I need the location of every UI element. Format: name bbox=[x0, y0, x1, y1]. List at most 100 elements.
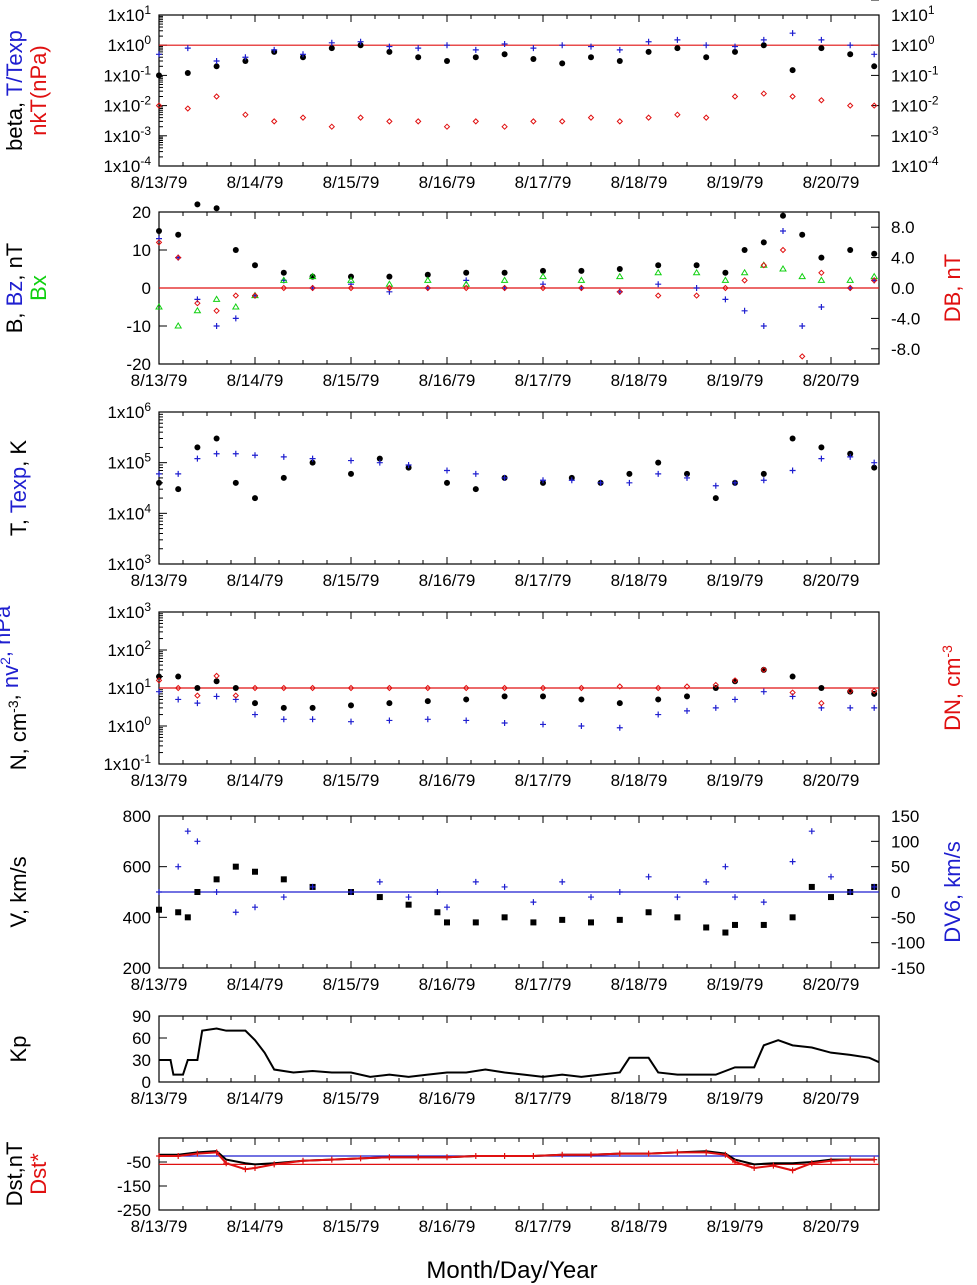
data-point bbox=[578, 723, 585, 729]
series bbox=[156, 828, 878, 916]
y-right-axis-label: DN, cm-3 bbox=[939, 645, 965, 731]
data-point bbox=[156, 479, 162, 486]
data-point bbox=[871, 1156, 878, 1163]
data-point bbox=[818, 97, 825, 104]
data-point bbox=[616, 46, 623, 53]
data-point bbox=[501, 284, 508, 292]
y-axis-label: T, Texp, K bbox=[6, 440, 31, 537]
data-point bbox=[232, 685, 239, 691]
x-tick-label: 8/17/79 bbox=[515, 771, 572, 790]
data-point bbox=[280, 716, 287, 723]
x-tick-label: 8/18/79 bbox=[611, 1089, 668, 1108]
y-tick-label: 60 bbox=[132, 1029, 151, 1048]
data-point bbox=[818, 455, 825, 462]
data-point bbox=[559, 916, 566, 923]
x-tick-label: 8/16/79 bbox=[419, 771, 476, 790]
data-point bbox=[751, 1165, 758, 1171]
x-tick-label: 8/19/79 bbox=[707, 1089, 764, 1108]
x-tick-label: 8/14/79 bbox=[227, 371, 284, 390]
data-point bbox=[722, 284, 729, 292]
data-point bbox=[568, 477, 575, 484]
series bbox=[156, 201, 878, 280]
data-point bbox=[732, 43, 738, 50]
data-point bbox=[740, 268, 749, 276]
data-point bbox=[501, 1153, 508, 1159]
data-point bbox=[175, 673, 182, 680]
data-point bbox=[732, 921, 738, 928]
data-point bbox=[213, 307, 220, 315]
x-tick-label: 8/20/79 bbox=[803, 975, 860, 994]
data-point bbox=[156, 470, 162, 477]
data-point bbox=[252, 868, 258, 875]
data-point bbox=[155, 303, 163, 310]
data-point bbox=[847, 889, 854, 895]
x-tick-label: 8/14/79 bbox=[227, 771, 284, 790]
panel-v: 8/13/79 8/14/79 8/15/79 8/16/79 8/17/79 8/18/… bbox=[6, 807, 965, 994]
y-right-tick-label: 4.0 bbox=[891, 249, 915, 268]
data-point bbox=[213, 435, 220, 442]
data-point bbox=[175, 231, 182, 238]
data-point bbox=[530, 899, 537, 906]
y-tick-label: -250 bbox=[117, 1201, 151, 1220]
data-point bbox=[818, 304, 825, 310]
x-tick-label: 8/13/79 bbox=[131, 571, 188, 590]
data-point bbox=[174, 684, 182, 692]
data-point bbox=[588, 894, 594, 901]
y-right-tick-label: 50 bbox=[891, 858, 910, 877]
data-point bbox=[156, 673, 162, 680]
data-point bbox=[424, 698, 431, 705]
data-point bbox=[540, 693, 546, 700]
data-point bbox=[674, 36, 681, 43]
data-point bbox=[232, 692, 240, 699]
data-point bbox=[655, 459, 662, 466]
data-point bbox=[846, 284, 854, 292]
x-tick-label: 8/20/79 bbox=[803, 1089, 860, 1108]
data-point bbox=[732, 894, 738, 901]
data-point bbox=[779, 265, 787, 272]
data-point bbox=[308, 272, 317, 280]
data-point bbox=[674, 1149, 681, 1156]
x-tick-label: 8/20/79 bbox=[803, 173, 860, 192]
data-point bbox=[376, 459, 383, 466]
x-tick-label: 8/19/79 bbox=[707, 1217, 764, 1236]
data-point bbox=[271, 1161, 278, 1168]
data-point bbox=[703, 924, 710, 931]
data-point bbox=[242, 54, 249, 61]
data-point bbox=[194, 1150, 201, 1157]
data-point bbox=[405, 461, 412, 468]
data-point bbox=[357, 114, 364, 121]
data-point bbox=[444, 1154, 450, 1161]
data-point bbox=[588, 43, 594, 50]
panel-beta: 8/13/79 8/14/79 8/15/79 8/16/79 8/17/79 8/18/… bbox=[2, 3, 939, 192]
data-point bbox=[232, 479, 239, 486]
data-point bbox=[472, 919, 479, 926]
data-point bbox=[194, 889, 201, 895]
data-point bbox=[578, 284, 585, 292]
data-point bbox=[871, 63, 878, 70]
y-tick-label: 1x10-1 bbox=[103, 63, 151, 85]
data-point bbox=[347, 276, 355, 283]
data-point bbox=[463, 696, 470, 703]
data-point bbox=[626, 479, 633, 486]
series bbox=[156, 435, 878, 502]
data-point bbox=[328, 45, 335, 52]
data-point bbox=[213, 678, 220, 685]
y-tick-label: 1x101 bbox=[107, 3, 151, 25]
x-tick-label: 8/17/79 bbox=[515, 1089, 572, 1108]
data-point bbox=[155, 239, 163, 246]
y-tick-label: 1x10-3 bbox=[103, 124, 151, 146]
data-point bbox=[155, 677, 163, 684]
data-point bbox=[818, 699, 825, 707]
series-line bbox=[159, 1151, 875, 1172]
data-point bbox=[174, 254, 182, 261]
data-point bbox=[871, 459, 878, 466]
x-tick-label: 8/17/79 bbox=[515, 173, 572, 192]
y-tick-label: -20 bbox=[126, 355, 151, 374]
data-point bbox=[194, 444, 201, 451]
data-point bbox=[444, 479, 450, 486]
y-axis-label: Dst* bbox=[26, 1153, 51, 1195]
data-point bbox=[415, 45, 422, 52]
data-point bbox=[559, 1151, 566, 1158]
data-point bbox=[328, 1156, 335, 1163]
data-point bbox=[789, 435, 796, 442]
